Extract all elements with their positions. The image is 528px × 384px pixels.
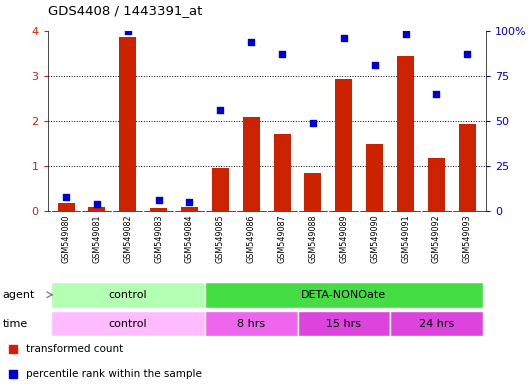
Point [154,197,163,204]
Bar [150,208,167,211]
Bar [119,38,136,211]
Point [216,107,224,113]
Bar [243,118,260,211]
Text: agent: agent [3,290,35,300]
Bar [58,203,74,211]
Bar [297,311,390,336]
Bar [335,79,352,211]
Text: percentile rank within the sample: percentile rank within the sample [26,369,202,379]
Bar [397,56,414,211]
Text: GSM549081: GSM549081 [92,215,101,263]
Bar [428,158,445,211]
Bar [51,282,205,308]
Bar [88,207,106,211]
Bar [459,124,476,211]
Text: time: time [3,318,28,329]
Bar [366,144,383,211]
Text: 24 hrs: 24 hrs [419,318,454,329]
Bar [181,207,198,211]
Point [185,199,194,205]
Text: GSM549089: GSM549089 [340,215,348,263]
Point [62,194,70,200]
Text: GSM549082: GSM549082 [123,215,132,263]
Text: GSM549086: GSM549086 [247,215,256,263]
Point [124,28,132,34]
Text: 8 hrs: 8 hrs [237,318,265,329]
Bar [51,311,205,336]
Point [340,35,348,41]
Text: GDS4408 / 1443391_at: GDS4408 / 1443391_at [48,4,202,17]
Text: GSM549080: GSM549080 [62,215,71,263]
Text: GSM549091: GSM549091 [401,215,410,263]
Bar [305,173,322,211]
Point [93,201,101,207]
Point [463,51,472,57]
Text: GSM549092: GSM549092 [432,215,441,263]
Text: GSM549087: GSM549087 [278,215,287,263]
Text: GSM549088: GSM549088 [308,215,317,263]
Text: GSM549085: GSM549085 [216,215,225,263]
Text: GSM549084: GSM549084 [185,215,194,263]
Text: GSM549093: GSM549093 [463,215,472,263]
Text: control: control [108,290,147,300]
Text: GSM549090: GSM549090 [370,215,379,263]
Bar [212,168,229,211]
Bar [205,282,483,308]
Text: control: control [108,318,147,329]
Text: transformed count: transformed count [26,344,124,354]
Point [432,91,440,97]
Point [371,62,379,68]
Bar [205,311,297,336]
Point [401,31,410,37]
Point [247,38,256,45]
Text: GSM549083: GSM549083 [154,215,163,263]
Text: 15 hrs: 15 hrs [326,318,361,329]
Bar [274,134,290,211]
Text: DETA-NONOate: DETA-NONOate [301,290,386,300]
Bar [390,311,483,336]
Point [278,51,286,57]
Point [309,120,317,126]
